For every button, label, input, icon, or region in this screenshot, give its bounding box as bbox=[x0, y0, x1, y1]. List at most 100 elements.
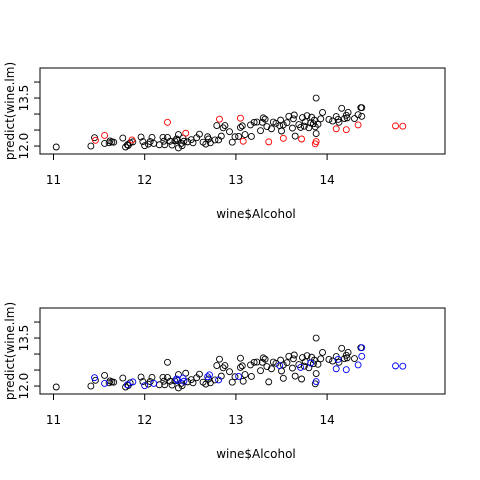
upper-y-axis-label: predict(wine.lm) bbox=[3, 62, 17, 160]
data-point bbox=[290, 351, 298, 359]
data-point bbox=[241, 371, 249, 378]
data-point bbox=[119, 374, 127, 382]
data-point bbox=[101, 372, 109, 379]
data-point bbox=[238, 362, 246, 370]
data-point bbox=[239, 137, 247, 145]
data-point bbox=[332, 125, 340, 133]
data-point bbox=[52, 143, 60, 151]
data-point bbox=[325, 356, 333, 363]
data-point bbox=[206, 371, 213, 379]
data-point bbox=[219, 364, 227, 372]
data-point bbox=[228, 378, 236, 386]
data-point bbox=[309, 360, 317, 368]
data-point bbox=[150, 380, 158, 387]
data-point bbox=[279, 374, 287, 382]
x-tick-label: 12 bbox=[137, 173, 152, 187]
data-point bbox=[283, 119, 291, 127]
data-point bbox=[178, 382, 186, 390]
data-point bbox=[87, 142, 95, 150]
data-point bbox=[279, 134, 287, 142]
data-point bbox=[312, 378, 320, 386]
data-point bbox=[166, 377, 174, 385]
data-point bbox=[226, 128, 233, 136]
data-point bbox=[332, 365, 340, 373]
data-point bbox=[257, 367, 264, 375]
data-point bbox=[52, 383, 60, 391]
data-point bbox=[261, 115, 269, 123]
upper-points-layer bbox=[52, 94, 407, 152]
x-tick-label: 13 bbox=[228, 173, 243, 187]
y-tick-label: 12.0 bbox=[17, 373, 31, 400]
data-point bbox=[238, 122, 246, 130]
data-point bbox=[289, 115, 297, 123]
data-point bbox=[237, 124, 244, 131]
data-point bbox=[335, 118, 343, 126]
data-point bbox=[358, 344, 366, 352]
data-point bbox=[338, 104, 346, 112]
upper-y-axis: 12.0 13.5 bbox=[17, 81, 40, 160]
data-point bbox=[146, 378, 154, 386]
data-point bbox=[297, 364, 305, 371]
data-point bbox=[171, 377, 179, 385]
data-point bbox=[101, 380, 109, 387]
data-point bbox=[219, 124, 227, 132]
data-point bbox=[101, 140, 109, 147]
data-point bbox=[141, 142, 149, 150]
x-tick-label: 13 bbox=[228, 413, 243, 427]
data-point bbox=[265, 378, 273, 386]
data-point bbox=[317, 115, 325, 123]
y-tick-label: 12.0 bbox=[17, 133, 31, 160]
data-point bbox=[305, 124, 313, 132]
data-point bbox=[250, 358, 258, 366]
data-point bbox=[278, 127, 285, 135]
data-point bbox=[211, 136, 219, 144]
data-point bbox=[129, 378, 137, 386]
data-point bbox=[317, 355, 325, 363]
data-point bbox=[213, 362, 221, 370]
data-point bbox=[159, 133, 167, 141]
data-point bbox=[312, 370, 320, 378]
data-point bbox=[298, 135, 306, 143]
data-point bbox=[288, 364, 296, 372]
data-point bbox=[279, 121, 287, 129]
x-tick-label: 14 bbox=[319, 173, 334, 187]
data-point bbox=[239, 377, 247, 385]
lower-y-axis-label: predict(wine.lm) bbox=[3, 302, 17, 400]
data-point bbox=[312, 94, 320, 102]
data-point bbox=[338, 344, 346, 352]
data-point bbox=[342, 126, 350, 134]
data-point bbox=[351, 355, 358, 362]
data-point bbox=[307, 359, 315, 367]
upper-x-axis-label: wine$Alcohol bbox=[216, 207, 296, 221]
data-point bbox=[310, 116, 318, 124]
data-point bbox=[161, 381, 169, 389]
data-point bbox=[312, 138, 320, 146]
data-point bbox=[213, 122, 221, 130]
data-point bbox=[343, 354, 351, 362]
data-point bbox=[261, 355, 269, 363]
data-point bbox=[354, 111, 362, 119]
data-point bbox=[358, 352, 366, 360]
data-point bbox=[211, 376, 219, 384]
data-point bbox=[259, 354, 267, 362]
data-point bbox=[291, 372, 299, 380]
data-point bbox=[189, 139, 197, 147]
data-point bbox=[354, 361, 362, 369]
data-point bbox=[247, 372, 255, 380]
data-point bbox=[231, 373, 239, 381]
data-point bbox=[314, 120, 322, 128]
data-point bbox=[319, 108, 326, 116]
data-point bbox=[303, 352, 311, 360]
data-point bbox=[343, 114, 351, 122]
data-point bbox=[303, 112, 311, 120]
lower-x-axis: 11 12 13 14 bbox=[46, 394, 335, 427]
data-point bbox=[276, 362, 284, 370]
data-point bbox=[123, 381, 131, 389]
data-point bbox=[91, 374, 98, 382]
data-point bbox=[358, 104, 366, 112]
upper-scatter-panel: 11 12 13 14 12.0 13.5 wine$Alcohol predict(w… bbox=[3, 62, 446, 221]
data-point bbox=[392, 362, 399, 370]
data-point bbox=[226, 368, 233, 376]
data-point bbox=[399, 362, 407, 370]
data-point bbox=[253, 118, 261, 126]
